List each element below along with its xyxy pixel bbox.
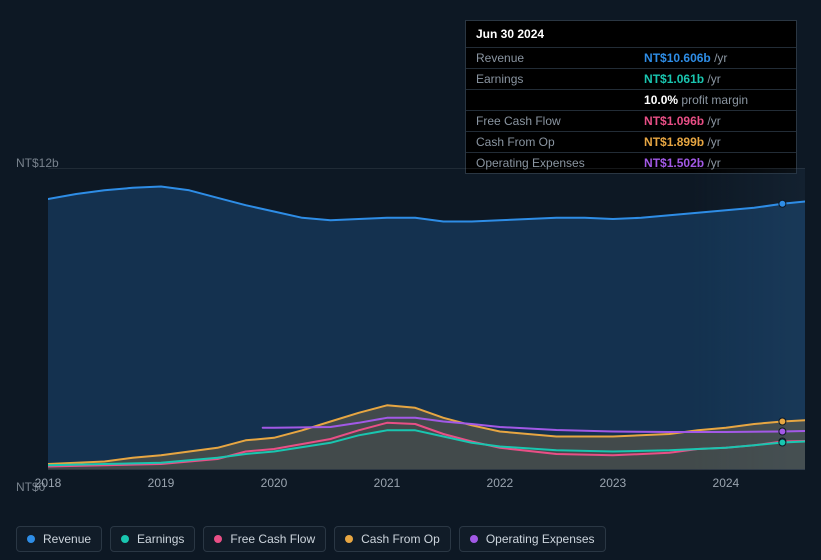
legend-item-operating-expenses[interactable]: Operating Expenses: [459, 526, 606, 552]
tooltip-row: 10.0% profit margin: [466, 90, 796, 111]
tooltip-row-value: NT$10.606b /yr: [634, 48, 796, 69]
legend-item-cash-from-op[interactable]: Cash From Op: [334, 526, 451, 552]
tooltip-row-value: NT$1.899b /yr: [634, 132, 796, 153]
tooltip-row-value: 10.0% profit margin: [634, 90, 796, 111]
legend-swatch: [214, 535, 222, 543]
x-tick: 2019: [148, 476, 175, 490]
legend-label: Free Cash Flow: [230, 532, 315, 546]
legend-label: Operating Expenses: [486, 532, 595, 546]
legend-label: Cash From Op: [361, 532, 440, 546]
x-tick: 2018: [35, 476, 62, 490]
hover-tooltip: Jun 30 2024 RevenueNT$10.606b /yrEarning…: [465, 20, 797, 174]
legend-item-free-cash-flow[interactable]: Free Cash Flow: [203, 526, 326, 552]
tooltip-table: RevenueNT$10.606b /yrEarningsNT$1.061b /…: [466, 47, 796, 173]
chart-area: NT$12b NT$0 2018201920202021202220232024: [16, 158, 805, 518]
x-tick: 2020: [261, 476, 288, 490]
tooltip-row-value: NT$1.061b /yr: [634, 69, 796, 90]
x-tick: 2021: [374, 476, 401, 490]
legend-label: Revenue: [43, 532, 91, 546]
tooltip-row-value: NT$1.096b /yr: [634, 111, 796, 132]
tooltip-row: Free Cash FlowNT$1.096b /yr: [466, 111, 796, 132]
chart-svg: [48, 169, 805, 469]
tooltip-row-label: Revenue: [466, 48, 634, 69]
tooltip-row: EarningsNT$1.061b /yr: [466, 69, 796, 90]
legend-label: Earnings: [137, 532, 184, 546]
legend-swatch: [27, 535, 35, 543]
x-tick: 2024: [713, 476, 740, 490]
legend-item-earnings[interactable]: Earnings: [110, 526, 195, 552]
tooltip-row-label: [466, 90, 634, 111]
tooltip-row-label: Earnings: [466, 69, 634, 90]
tooltip-row: RevenueNT$10.606b /yr: [466, 48, 796, 69]
tooltip-row-label: Free Cash Flow: [466, 111, 634, 132]
tooltip-row: Cash From OpNT$1.899b /yr: [466, 132, 796, 153]
legend-swatch: [470, 535, 478, 543]
legend: Revenue Earnings Free Cash Flow Cash From O…: [16, 526, 606, 552]
tooltip-row-label: Cash From Op: [466, 132, 634, 153]
legend-swatch: [345, 535, 353, 543]
x-tick: 2023: [600, 476, 627, 490]
x-tick: 2022: [487, 476, 514, 490]
x-axis: 2018201920202021202220232024: [48, 476, 805, 496]
plot-surface[interactable]: [48, 168, 805, 470]
financial-chart-module: Jun 30 2024 RevenueNT$10.606b /yrEarning…: [0, 0, 821, 560]
legend-item-revenue[interactable]: Revenue: [16, 526, 102, 552]
legend-swatch: [121, 535, 129, 543]
tooltip-date: Jun 30 2024: [466, 21, 796, 47]
